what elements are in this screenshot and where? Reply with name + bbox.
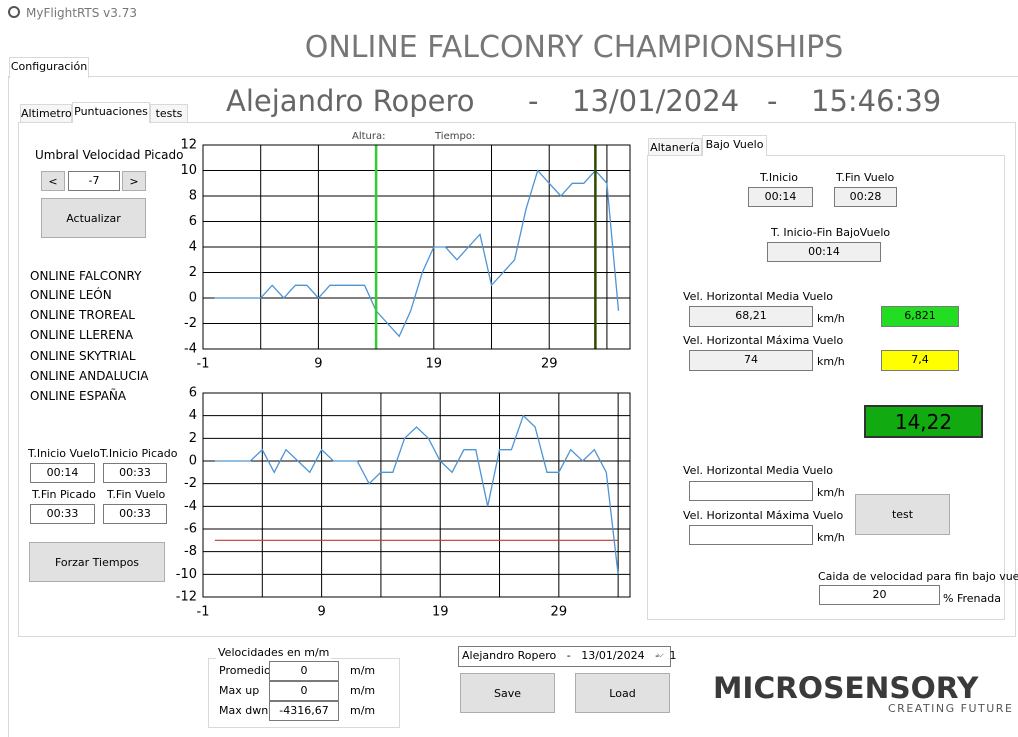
label: T.Fin Picado [32, 488, 96, 501]
textbox: -4316,67 [269, 701, 339, 721]
competition[interactable]: ONLINE SKYTRIAL [30, 349, 136, 363]
session-dropdown[interactable]: Alejandro Ropero - 13/01/2024 - 1 [458, 646, 677, 667]
label: Caida de velocidad para fin bajo vuelo [818, 570, 1018, 583]
logo: MICROSENSORY [713, 671, 979, 705]
label: Vel. Horizontal Media Vuelo [683, 290, 833, 303]
tab[interactable]: tests [150, 104, 188, 123]
time: 15:46:39 [811, 84, 942, 118]
button[interactable]: Load [575, 673, 670, 713]
pilot: Alejandro Ropero [226, 84, 475, 118]
button[interactable]: test [855, 494, 950, 535]
window-title: MyFlightRTS v3.73 [26, 6, 137, 20]
total-score: 14,22 [864, 405, 983, 438]
button[interactable]: Save [460, 673, 555, 713]
button[interactable]: Forzar Tiempos [29, 542, 165, 582]
unit: km/h [817, 531, 845, 544]
label: Vel. Horizontal Máxima Vuelo [683, 509, 844, 522]
date: 13/01/2024 [572, 84, 740, 118]
button[interactable]: < [41, 171, 65, 191]
tab[interactable]: Altanería [648, 138, 702, 156]
unit: m/m [350, 704, 376, 717]
event-title: ONLINE FALCONRY CHAMPIONSHIPS [304, 30, 844, 65]
textbox[interactable]: 00:14 [30, 463, 95, 483]
textbox: 0 [269, 681, 339, 701]
unit: km/h [817, 312, 845, 325]
textbox: 00:28 [834, 187, 897, 207]
label: T.Fin Vuelo [836, 171, 895, 184]
textbox: 00:14 [748, 187, 813, 207]
unit: % Frenada [943, 592, 1001, 605]
label: T.Inicio [760, 171, 799, 184]
label: Vel. Horizontal Máxima Vuelo [683, 334, 844, 347]
score: 7,4 [881, 350, 959, 371]
textbox: 0 [269, 661, 339, 681]
separator: - [528, 84, 539, 118]
label: T.Fin Vuelo [107, 488, 166, 501]
textbox[interactable] [689, 525, 813, 545]
score: 6,821 [881, 306, 959, 327]
competition[interactable]: ONLINE TROREAL [30, 308, 135, 322]
label: Promedio [219, 664, 271, 677]
button[interactable]: > [122, 171, 146, 191]
tab[interactable]: Altimetro [20, 104, 72, 123]
textbox[interactable]: 00:33 [103, 463, 167, 483]
competition[interactable]: ONLINE LEÓN [30, 288, 112, 302]
textbox[interactable]: 00:33 [103, 504, 167, 524]
label: Max dwn [219, 704, 269, 717]
competition[interactable]: ONLINE ANDALUCIA [30, 369, 149, 383]
dropdown-arrow[interactable]: ⌵ [657, 650, 664, 660]
annotation: Altura: [352, 131, 386, 142]
tab[interactable]: Configuración [9, 57, 89, 78]
button[interactable]: Actualizar [41, 198, 146, 238]
annotation: Tiempo: [435, 131, 476, 142]
unit: m/m [350, 684, 376, 697]
textbox[interactable] [689, 481, 813, 501]
unit: km/h [817, 355, 845, 368]
config-page [8, 76, 1018, 737]
label: Vel. Horizontal Media Vuelo [683, 464, 833, 477]
textbox[interactable]: 20 [819, 585, 940, 605]
textbox: 00:14 [767, 242, 881, 262]
label: Max up [219, 684, 260, 697]
textbox: 68,21 [689, 306, 813, 327]
textbox: 74 [689, 350, 813, 371]
low-flight-page [647, 155, 1005, 620]
group-title: Velocidades en m/m [216, 646, 332, 659]
competition[interactable]: ONLINE LLERENA [30, 328, 134, 342]
unit: m/m [350, 664, 376, 677]
label: T.Inicio Picado [100, 447, 178, 460]
competition[interactable]: ONLINE ESPAÑA [30, 389, 127, 403]
label: Umbral Velocidad Picado [35, 148, 184, 162]
label: T.Inicio Vuelo [28, 447, 100, 460]
textbox[interactable]: 00:33 [30, 504, 95, 524]
unit: km/h [817, 486, 845, 499]
separator: - [767, 84, 778, 118]
app-icon [8, 6, 20, 18]
logo-tagline: CREATING FUTURE [888, 702, 1014, 715]
textbox[interactable]: -7 [68, 171, 120, 191]
competition[interactable]: ONLINE FALCONRY [30, 269, 142, 283]
tab[interactable]: Bajo Vuelo [702, 135, 767, 156]
label: T. Inicio-Fin BajoVuelo [771, 226, 891, 239]
tab[interactable]: Puntuaciones [72, 102, 150, 123]
